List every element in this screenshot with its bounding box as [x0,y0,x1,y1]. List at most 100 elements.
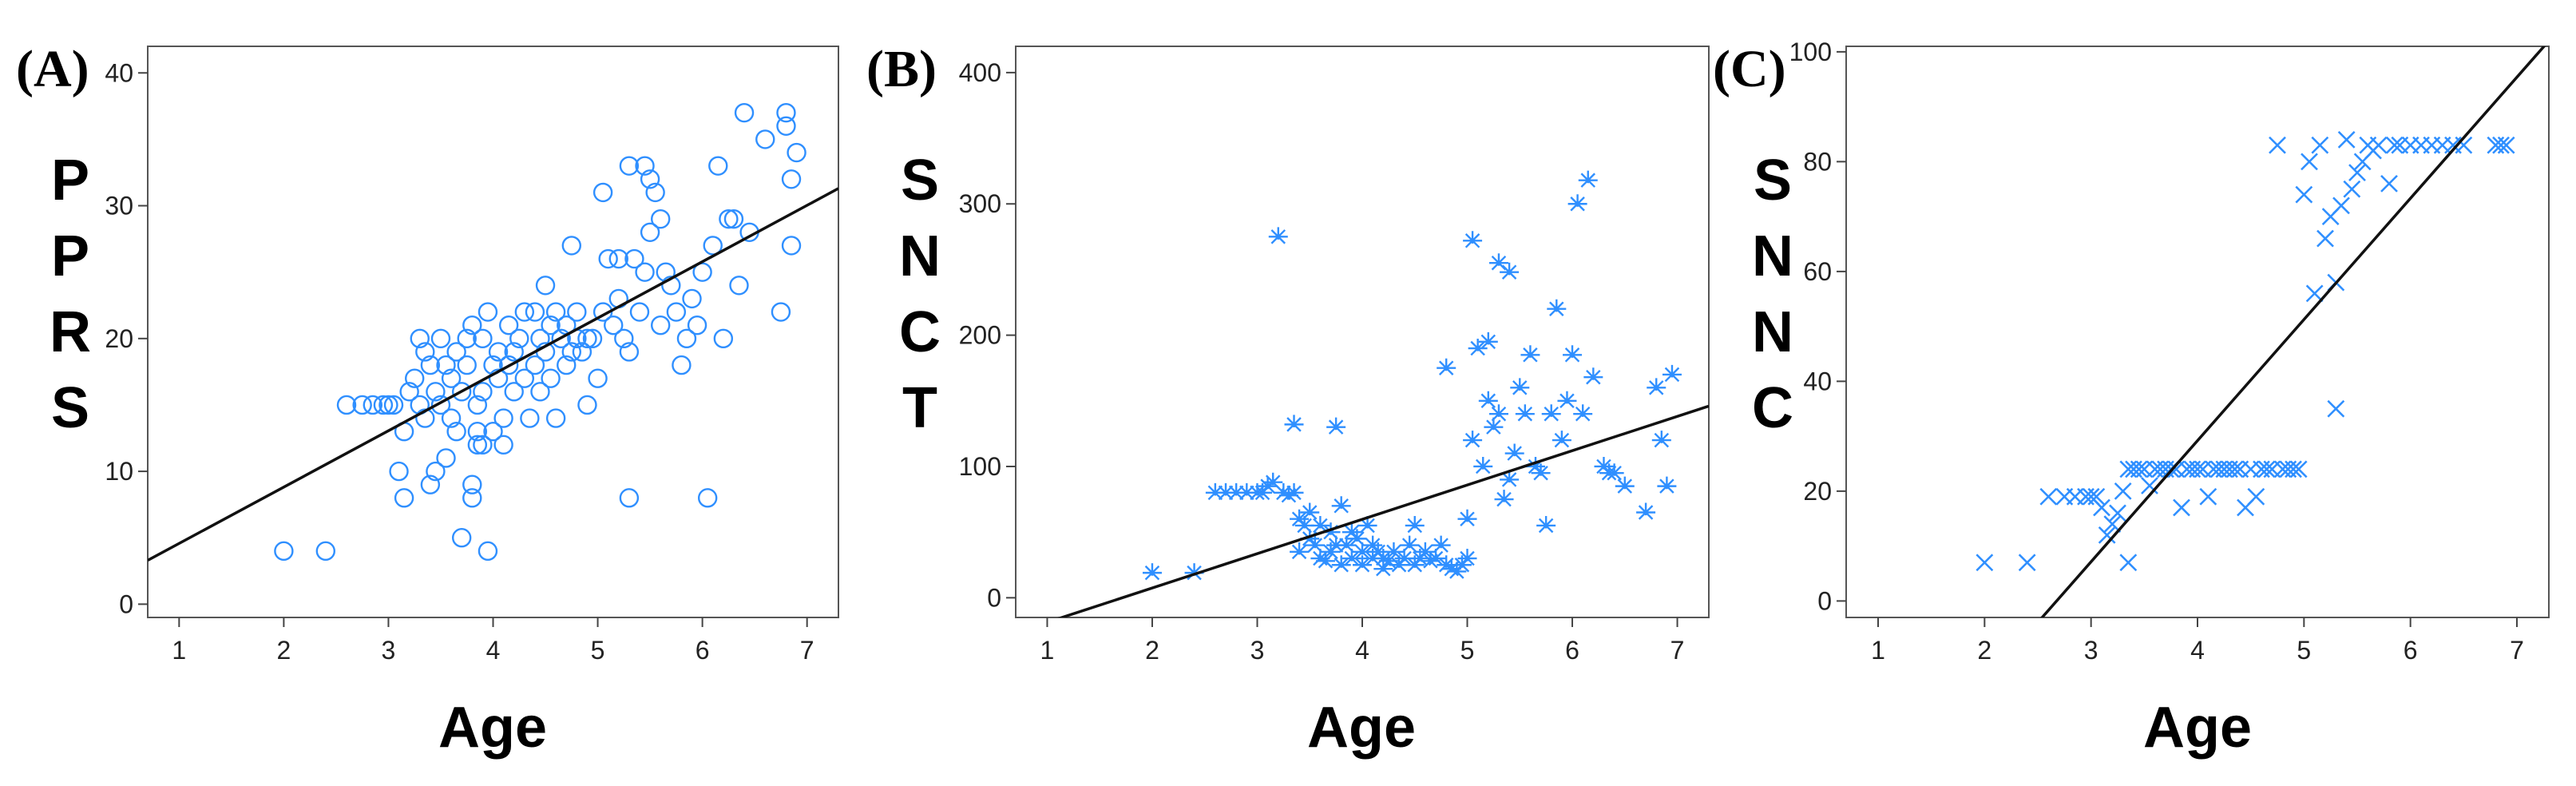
x-tick-label: 6 [1565,636,1579,665]
fit-line [2040,46,2546,617]
data-point [462,315,482,335]
x-tick-label: 1 [1040,636,1055,665]
data-point [1573,404,1593,422]
y-axis-title-letter: S [1754,149,1792,212]
y-axis-title-letter: P [51,149,89,212]
data-point [514,368,535,388]
data-point [520,408,540,428]
data-point [525,355,545,375]
x-tick-label: 2 [276,636,291,665]
data-point [2369,136,2388,154]
data-point [1331,555,1351,573]
data-point [1216,482,1236,501]
data-point [1405,515,1425,534]
data-point [2199,487,2217,506]
data-point [561,342,581,362]
data-point [640,222,660,242]
data-point [1357,515,1377,534]
y-axis-title-letter: P [51,224,89,288]
x-axis-title: Age [1307,696,1416,760]
data-point [2257,460,2276,478]
data-point [629,302,650,322]
data-point [430,395,451,415]
data-point [1315,551,1335,569]
data-point [436,355,456,375]
data-point [2269,136,2286,154]
data-point [1337,535,1357,553]
data-point [352,395,372,415]
x-tick-label: 3 [1250,636,1265,665]
data-point [650,315,671,335]
data-point [504,382,524,402]
data-point [426,382,446,402]
data-point [619,488,640,508]
data-point [1237,482,1257,501]
x-tick-label: 3 [2084,636,2098,665]
data-point [462,488,482,508]
data-point [1500,262,1520,280]
data-point [1520,345,1540,363]
data-point [604,315,624,335]
data-point [2093,498,2110,517]
data-point [1662,364,1682,383]
data-point [1384,542,1404,560]
data-point [498,355,519,375]
data-point [1342,549,1361,566]
data-point [1636,502,1656,520]
data-point [1310,515,1330,534]
data-point [1142,563,1162,581]
y-axis-title-letter: S [901,149,939,212]
data-point [2087,487,2106,506]
data-point [2301,153,2318,171]
data-point [405,368,425,388]
data-point [598,248,618,269]
data-point [1478,391,1498,409]
data-point [415,342,435,362]
data-point [1284,415,1304,432]
data-point [473,382,493,402]
data-point [478,541,498,562]
data-point [1473,456,1493,474]
data-point [473,328,493,349]
panel-label: (A) [16,40,89,98]
data-point [1278,486,1298,503]
data-point [488,342,509,362]
data-point [530,328,550,349]
x-tick-label: 7 [2510,636,2524,665]
plot-area [1976,46,2546,617]
data-point [478,302,498,322]
data-point [1431,535,1451,553]
data-point [1510,378,1530,395]
data-point [363,395,382,415]
data-point [755,129,775,149]
y-axis-title-letter: S [51,376,89,440]
data-point [771,302,791,322]
data-point [383,395,404,415]
data-point [2119,554,2138,572]
y-tick-label: 300 [959,189,1001,218]
data-point [1378,551,1398,569]
y-tick-label: 100 [959,452,1001,481]
data-point [635,262,655,282]
data-point [2285,460,2302,478]
data-point [1457,549,1477,566]
y-tick-label: 20 [105,324,133,353]
data-point [373,395,394,415]
data-point [624,248,644,269]
data-point [1227,482,1246,501]
data-point [1457,509,1477,526]
data-point [2141,477,2158,494]
data-point [2018,554,2036,572]
y-axis-title-letter: C [1752,376,1793,440]
data-point [493,408,513,428]
data-point [545,302,566,322]
data-point [1531,463,1551,481]
data-point [781,169,802,189]
y-tick-label: 200 [959,321,1001,350]
data-point [420,474,441,494]
data-point [2173,498,2190,517]
